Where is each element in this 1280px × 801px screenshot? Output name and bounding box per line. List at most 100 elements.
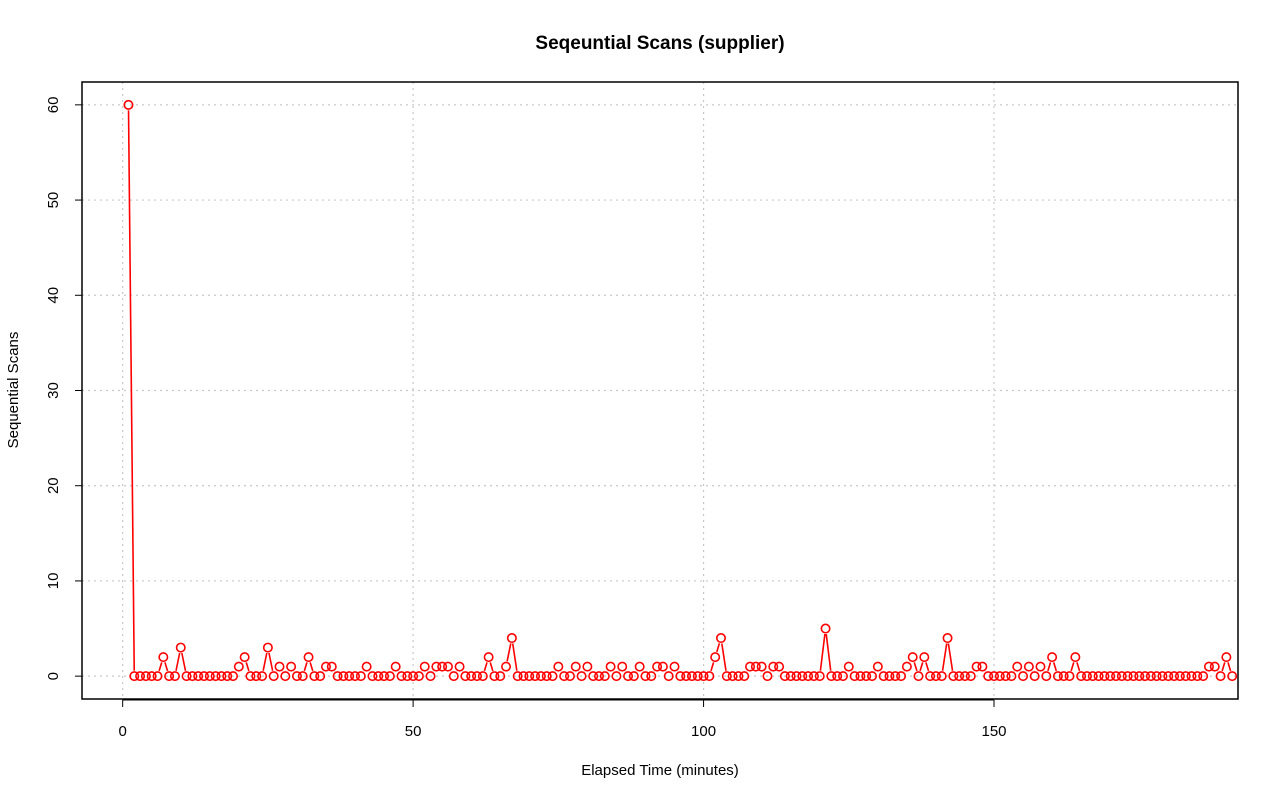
- data-point: [762, 671, 773, 682]
- data-point: [814, 671, 825, 682]
- data-point: [448, 671, 459, 682]
- data-point: [262, 642, 273, 653]
- data-point: [530, 671, 541, 682]
- data-point: [437, 661, 448, 672]
- series-line-segment: [819, 633, 826, 671]
- y-tick-label: 60: [45, 97, 62, 114]
- data-point: [901, 661, 912, 672]
- data-point: [715, 633, 726, 644]
- data-point: [535, 671, 546, 682]
- series-line-segment: [489, 662, 494, 672]
- y-tick-label: 40: [45, 287, 62, 304]
- data-point: [1070, 652, 1081, 663]
- series-line-segment: [1052, 662, 1058, 672]
- data-point: [129, 671, 140, 682]
- data-point: [164, 671, 175, 682]
- series-line-segment: [158, 662, 163, 672]
- data-point: [576, 671, 587, 682]
- data-point: [193, 671, 204, 682]
- data-point: [361, 661, 372, 672]
- data-point: [808, 671, 819, 682]
- data-point: [779, 671, 790, 682]
- data-point: [948, 671, 959, 682]
- data-point: [745, 661, 756, 672]
- data-point: [396, 671, 407, 682]
- data-point: [599, 671, 610, 682]
- data-point: [309, 671, 320, 682]
- data-point: [652, 661, 663, 672]
- series-line-segment: [175, 652, 181, 671]
- data-point: [954, 671, 965, 682]
- data-point: [907, 652, 918, 663]
- data-point: [477, 671, 488, 682]
- data-point: [1221, 652, 1232, 663]
- data-point: [1058, 671, 1069, 682]
- data-point: [1006, 671, 1017, 682]
- data-point: [512, 671, 523, 682]
- data-point: [896, 671, 907, 682]
- data-series: [123, 99, 1238, 682]
- data-point: [634, 661, 645, 672]
- series-line-segment: [511, 643, 518, 671]
- x-tick-label: 100: [691, 723, 716, 740]
- series-line-segment: [483, 662, 488, 672]
- data-point: [442, 661, 453, 672]
- data-point: [1157, 671, 1168, 682]
- data-point: [454, 661, 465, 672]
- data-point: [1023, 661, 1034, 672]
- data-point: [797, 671, 808, 682]
- data-point: [425, 671, 436, 682]
- data-point: [228, 671, 239, 682]
- data-point: [146, 671, 157, 682]
- data-point: [884, 671, 895, 682]
- data-point: [1087, 671, 1098, 682]
- data-point: [1000, 671, 1011, 682]
- data-point: [872, 661, 883, 672]
- series-line-segment: [710, 662, 715, 672]
- data-point: [768, 661, 779, 672]
- data-point: [320, 661, 331, 672]
- data-point: [1029, 671, 1040, 682]
- data-point: [152, 671, 163, 682]
- data-point: [1012, 661, 1023, 672]
- series-line-segment: [127, 110, 136, 671]
- data-point: [344, 671, 355, 682]
- data-point: [1041, 671, 1052, 682]
- series-line-segment: [1047, 662, 1052, 672]
- data-point: [1145, 671, 1156, 682]
- data-point: [582, 661, 593, 672]
- data-point: [204, 671, 215, 682]
- data-point: [257, 671, 268, 682]
- data-point: [640, 671, 651, 682]
- data-point: [965, 671, 976, 682]
- data-point: [867, 671, 878, 682]
- data-point: [559, 671, 570, 682]
- data-point: [541, 671, 552, 682]
- data-point: [1081, 671, 1092, 682]
- data-point: [495, 671, 506, 682]
- data-point: [1134, 671, 1145, 682]
- x-axis: 0 50 100 150: [118, 699, 1007, 740]
- data-point: [989, 671, 1000, 682]
- series-line-segment: [1076, 662, 1081, 672]
- data-point: [332, 671, 343, 682]
- data-point: [977, 661, 988, 672]
- data-point: [135, 671, 146, 682]
- series-line-segment: [1227, 662, 1232, 672]
- data-point: [547, 671, 558, 682]
- data-point: [843, 661, 854, 672]
- data-point: [564, 671, 575, 682]
- data-point: [524, 671, 535, 682]
- data-point: [594, 671, 605, 682]
- data-point: [1227, 671, 1238, 682]
- data-point: [187, 671, 198, 682]
- data-point: [518, 671, 529, 682]
- data-point: [1047, 652, 1058, 663]
- series-line-segment: [303, 662, 308, 672]
- series-line-segment: [181, 652, 187, 671]
- data-point: [338, 671, 349, 682]
- data-point: [1209, 661, 1220, 672]
- series-line-segment: [913, 662, 918, 672]
- series-line-segment: [1221, 662, 1226, 672]
